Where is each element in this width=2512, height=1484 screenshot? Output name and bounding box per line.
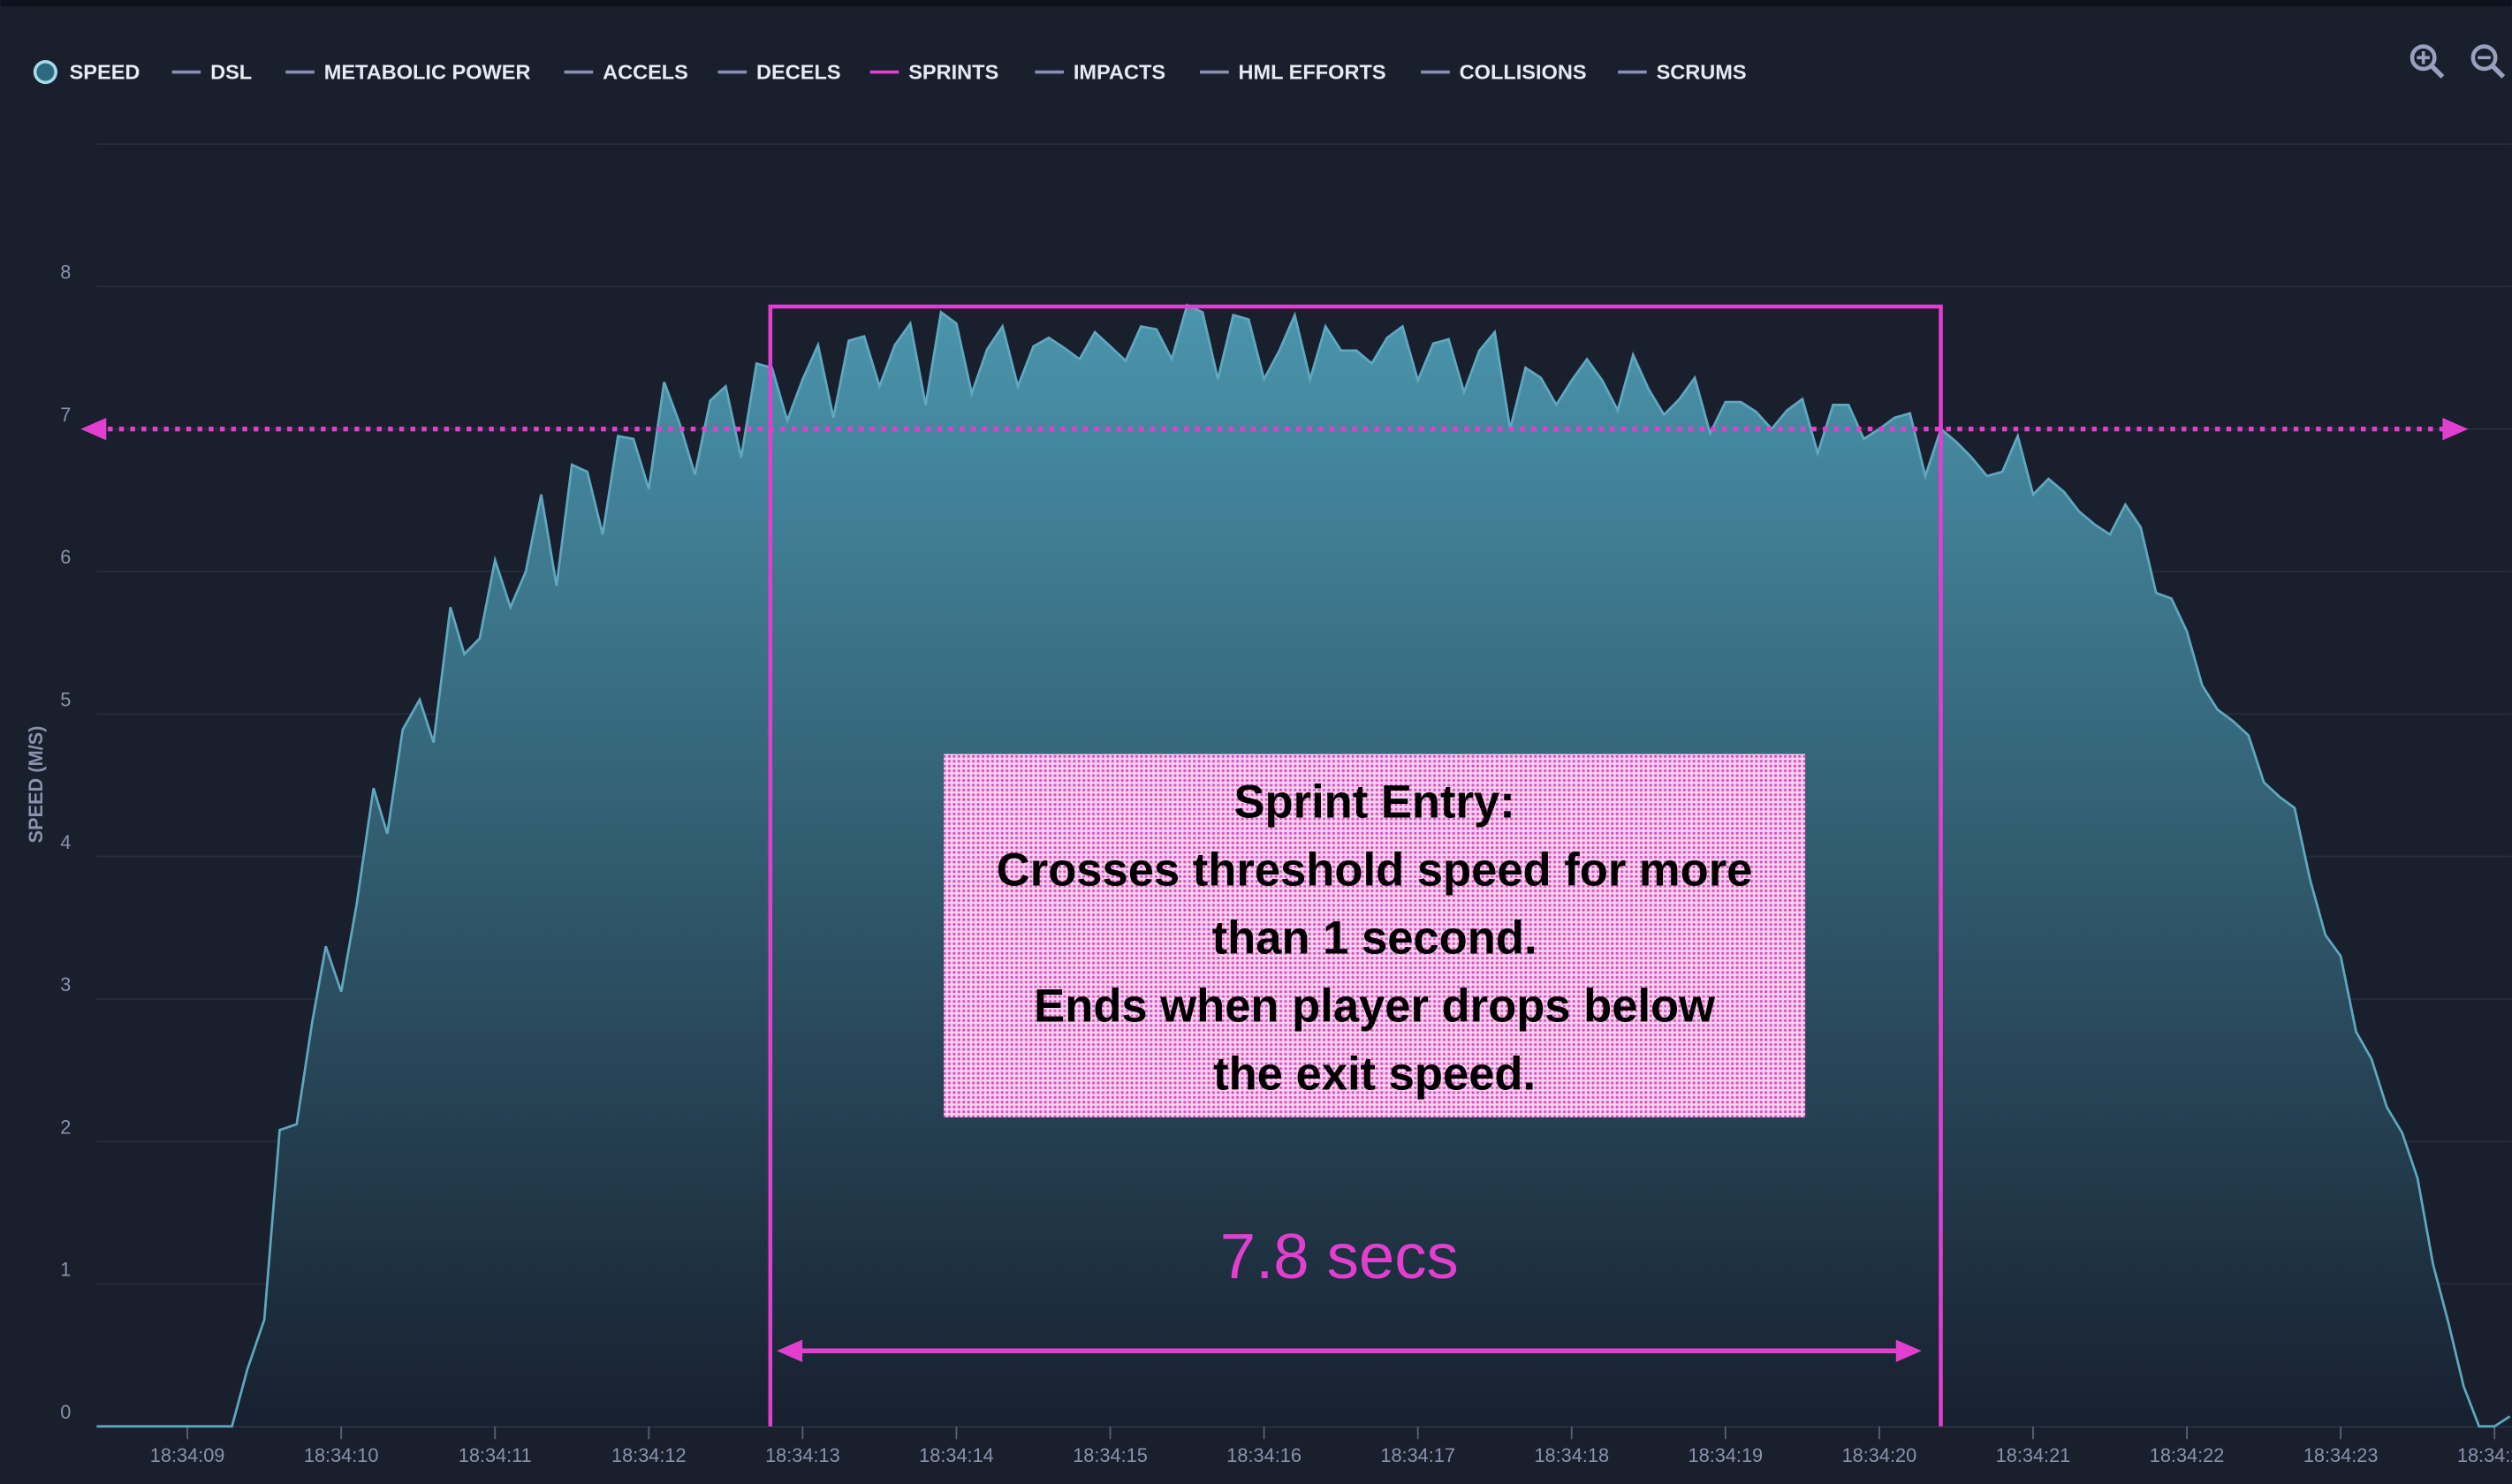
duration-label: 7.8 secs	[1220, 1221, 1459, 1292]
legend-label: COLLISIONS	[1460, 61, 1587, 84]
x-tick-label: 18:34:18	[1534, 1444, 1609, 1466]
legend-item[interactable]: SPRINTS	[869, 61, 999, 84]
legend-label: IMPACTS	[1074, 61, 1165, 84]
x-tick-label: 18:34:15	[1073, 1444, 1148, 1466]
y-tick-label: 3	[60, 973, 71, 996]
legend-label: METABOLIC POWER	[324, 61, 531, 84]
legend-label: ACCELS	[603, 61, 688, 84]
y-tick-label: 2	[60, 1116, 71, 1138]
y-tick-label: 4	[60, 831, 71, 853]
legend-item[interactable]: ACCELS	[564, 61, 688, 84]
x-tick-label: 18:34:12	[611, 1444, 687, 1466]
legend-item[interactable]: DECELS	[717, 61, 841, 84]
x-tick-label: 18:34:20	[1842, 1444, 1917, 1466]
note-line: Crosses threshold speed for more	[997, 844, 1753, 896]
legend-item[interactable]: SPEED	[33, 59, 140, 85]
y-tick-label: 8	[60, 261, 71, 284]
duration-arrowhead-left	[777, 1339, 803, 1362]
y-tick-label: 1	[60, 1259, 71, 1281]
note-line: the exit speed.	[1213, 1049, 1536, 1101]
speed-line	[96, 303, 2511, 1428]
legend-swatch	[33, 59, 57, 85]
x-tick-label: 18:34:17	[1380, 1444, 1455, 1466]
y-axis-label: SPEED (M/S)	[25, 726, 47, 844]
legend-label: SPEED	[70, 61, 140, 84]
x-tick-label: 18:34:14	[919, 1444, 994, 1466]
x-tick-label: 18:34:24	[2457, 1444, 2512, 1466]
legend-label: HML EFFORTS	[1239, 61, 1386, 84]
note-line: Sprint Entry:	[1234, 776, 1515, 828]
x-tick-label: 18:34:21	[1996, 1444, 2071, 1466]
legend-label: DSL	[210, 61, 252, 84]
top-strip	[0, 0, 2512, 7]
x-tick-label: 18:34:22	[2150, 1444, 2225, 1466]
threshold-arrow-right	[2442, 418, 2469, 441]
note-box	[944, 753, 1806, 1117]
zoom-in[interactable]	[2410, 44, 2445, 79]
legend-label: SCRUMS	[1657, 61, 1747, 84]
duration-arrowhead-right	[1895, 1339, 1922, 1362]
sprint-box	[768, 304, 1943, 1427]
threshold-arrow-left	[80, 418, 107, 441]
legend-item[interactable]: IMPACTS	[1035, 61, 1165, 84]
zoom-out[interactable]	[2470, 44, 2506, 79]
x-tick-label: 18:34:13	[765, 1444, 840, 1466]
note-line: than 1 second.	[1212, 912, 1537, 965]
legend-item[interactable]: DSL	[171, 61, 253, 84]
legend-item[interactable]: SCRUMS	[1618, 61, 1747, 84]
x-tick-label: 18:34:16	[1226, 1444, 1302, 1466]
x-tick-label: 18:34:11	[459, 1444, 532, 1466]
legend-label: DECELS	[756, 61, 841, 84]
x-tick-label: 18:34:09	[150, 1444, 225, 1466]
y-tick-label: 0	[60, 1401, 71, 1423]
x-tick-label: 18:34:10	[304, 1444, 379, 1466]
y-tick-label: 6	[60, 546, 71, 568]
legend-item[interactable]: METABOLIC POWER	[285, 61, 530, 84]
y-tick-label: 5	[60, 689, 71, 711]
note-line: Ends when player drops below	[1034, 980, 1715, 1033]
legend-item[interactable]: HML EFFORTS	[1200, 61, 1386, 84]
x-tick-label: 18:34:19	[1689, 1444, 1764, 1466]
y-tick-label: 7	[60, 404, 71, 426]
legend-label: SPRINTS	[908, 61, 998, 84]
x-tick-label: 18:34:23	[2303, 1444, 2379, 1466]
legend-item[interactable]: COLLISIONS	[1421, 61, 1587, 84]
